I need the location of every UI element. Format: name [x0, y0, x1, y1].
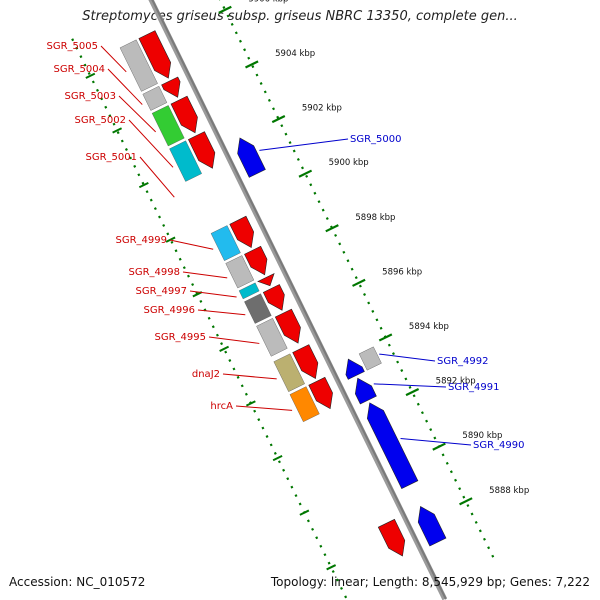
gene-dnaj2-cog-box [273, 353, 305, 392]
tick-label-5894: 5894 kbp [409, 322, 449, 332]
gene-sgr_4997-arrow[interactable] [257, 273, 275, 287]
tick-label-5900: 5900 kbp [329, 158, 369, 168]
tick-mark-5892 [405, 387, 420, 397]
tick-mark-5906 [218, 5, 232, 14]
gene-sgr_5004-label[interactable]: SGR_5004 [54, 64, 106, 75]
gene-sgr_5001-connector [139, 156, 175, 198]
topology-text: Topology: linear; Length: 8,545,929 bp; … [270, 575, 590, 589]
gene-sgr_4999-arrow[interactable] [229, 215, 255, 248]
gene-hrca-arrow[interactable] [308, 376, 333, 410]
tick-label-5904: 5904 kbp [275, 49, 315, 59]
gene-sgr_5003-connector [118, 95, 157, 133]
left-tick-5890 [299, 509, 310, 516]
gene-sgr_5004-arrow[interactable] [161, 76, 181, 98]
gene-sgr_5003-label[interactable]: SGR_5003 [65, 91, 117, 102]
left-tick-5904 [112, 127, 123, 134]
gene-hrca-connector [235, 405, 293, 411]
tick-label-5892: 5892 kbp [436, 377, 476, 387]
gene-sgr_4996-label[interactable]: SGR_4996 [144, 305, 196, 316]
gene-sgr_5003-arrow[interactable] [170, 95, 198, 134]
gene-sgr_4997-cog-box [238, 282, 260, 300]
tick-mark-5900 [298, 169, 313, 178]
gene-sgr_5002-cog-box [169, 140, 202, 182]
gene-sgr_4998-label[interactable]: SGR_4998 [129, 267, 181, 278]
left-tick-5902 [138, 181, 149, 189]
gene-hrca-label[interactable]: hrcA [210, 401, 233, 412]
gene-sgr_5004-connector [107, 68, 143, 105]
backbone-shadow [151, 0, 447, 600]
genes-layer [119, 30, 447, 557]
gene-sgr_5002-connector [128, 119, 174, 168]
tick-mark-5902 [271, 114, 286, 124]
gene-sgr_5001-label[interactable]: SGR_5001 [86, 152, 138, 163]
gene-sgr_4999-label[interactable]: SGR_4999 [116, 235, 168, 246]
left-tick-5896 [219, 345, 230, 352]
tick-layer: 5906 kbp 5904 kbp 5902 kbp 5900 kbp 5898 kbp… [71, 0, 529, 600]
gene-sgr_4996-connector [197, 309, 246, 316]
gene-sgr_4990-connector [400, 437, 472, 446]
partial-gene-0[interactable] [417, 506, 447, 547]
gene-sgr_4999-connector [169, 239, 214, 250]
tick-mark-5890 [432, 442, 446, 451]
tick-mark-5896 [352, 278, 366, 287]
gene-sgr_5000-arrow[interactable] [237, 137, 266, 178]
labels-layer: SGR_5005 SGR_5004 SGR_5003 SGR_5002 SGR_5001… [47, 41, 525, 451]
gene-sgr_4995-cog-box [256, 318, 288, 357]
gene-sgr_4990-label[interactable]: SGR_4990 [473, 440, 525, 451]
gene-sgr_5000-connector [259, 138, 349, 151]
gene-sgr_4992-label[interactable]: SGR_4992 [437, 356, 489, 367]
tick-label-5888: 5888 kbp [489, 486, 529, 496]
gene-sgr_4998-cog-box [225, 255, 255, 289]
left-tick-5894 [245, 400, 256, 407]
left-tick-5906 [85, 72, 96, 79]
gene-sgr_4997-connector [189, 290, 237, 298]
gene-sgr_4995-connector [208, 336, 260, 344]
gene-sgr_4998-arrow[interactable] [244, 245, 268, 276]
left-tick-5892 [272, 454, 283, 462]
gene-dnaj2-connector [222, 373, 277, 380]
tick-mark-5904 [245, 60, 259, 69]
tick-mark-5898 [325, 224, 339, 233]
gene-sgr_5002-arrow[interactable] [187, 131, 216, 169]
gene-sgr_4991-connector [373, 383, 447, 388]
gene-sgr_5003-cog-box [151, 105, 185, 147]
tick-mark-5894 [378, 333, 393, 342]
gene-sgr_4998-connector [182, 271, 228, 279]
backbone-line [148, 0, 448, 600]
gene-sgr_4995-label[interactable]: SGR_4995 [155, 332, 207, 343]
tick-label-5890: 5890 kbp [462, 431, 502, 441]
gene-sgr_5005-connector [100, 45, 127, 73]
tick-label-5902: 5902 kbp [302, 104, 342, 114]
gene-sgr_5005-label[interactable]: SGR_5005 [47, 41, 99, 52]
tick-label-5898: 5898 kbp [355, 213, 395, 223]
gene-sgr_4996-cog-box [244, 293, 272, 324]
gene-sgr_4991-label[interactable]: SGR_4991 [448, 382, 500, 393]
gene-sgr_4990-arrow[interactable] [366, 402, 419, 490]
tick-label-5906: 5906 kbp [248, 0, 288, 4]
gene-sgr_4992-arrow[interactable] [345, 358, 365, 380]
gene-sgr_5000-label[interactable]: SGR_5000 [350, 134, 402, 145]
gene-sgr_4992-cog-box [358, 346, 382, 371]
accession-text: Accession: NC_010572 [9, 575, 146, 589]
gene-sgr_5002-label[interactable]: SGR_5002 [75, 115, 127, 126]
partial-gene-1[interactable] [377, 518, 406, 557]
gene-dnaj2-arrow[interactable] [292, 344, 319, 379]
left-tick-5888 [326, 564, 337, 571]
gene-hrca-cog-box [289, 386, 320, 423]
tick-mark-5888 [459, 497, 473, 506]
gene-sgr_5004-cog-box [142, 85, 168, 111]
backbone-layer [148, 0, 448, 600]
gene-sgr_4996-arrow[interactable] [262, 284, 285, 311]
tick-label-5896: 5896 kbp [382, 267, 422, 277]
gene-sgr_4991-arrow[interactable] [354, 377, 377, 405]
gene-sgr_5005-cog-box [119, 39, 158, 92]
gene-sgr_5005-arrow[interactable] [138, 30, 172, 79]
gene-sgr_4992-connector [379, 353, 436, 362]
gene-sgr_4999-cog-box [210, 225, 241, 261]
gene-sgr_4995-arrow[interactable] [274, 308, 301, 344]
gene-dnaj2-label[interactable]: dnaJ2 [192, 369, 220, 380]
gene-sgr_4997-label[interactable]: SGR_4997 [136, 286, 188, 297]
map-title: Streptomyces griseus subsp. griseus NBRC… [82, 9, 518, 24]
